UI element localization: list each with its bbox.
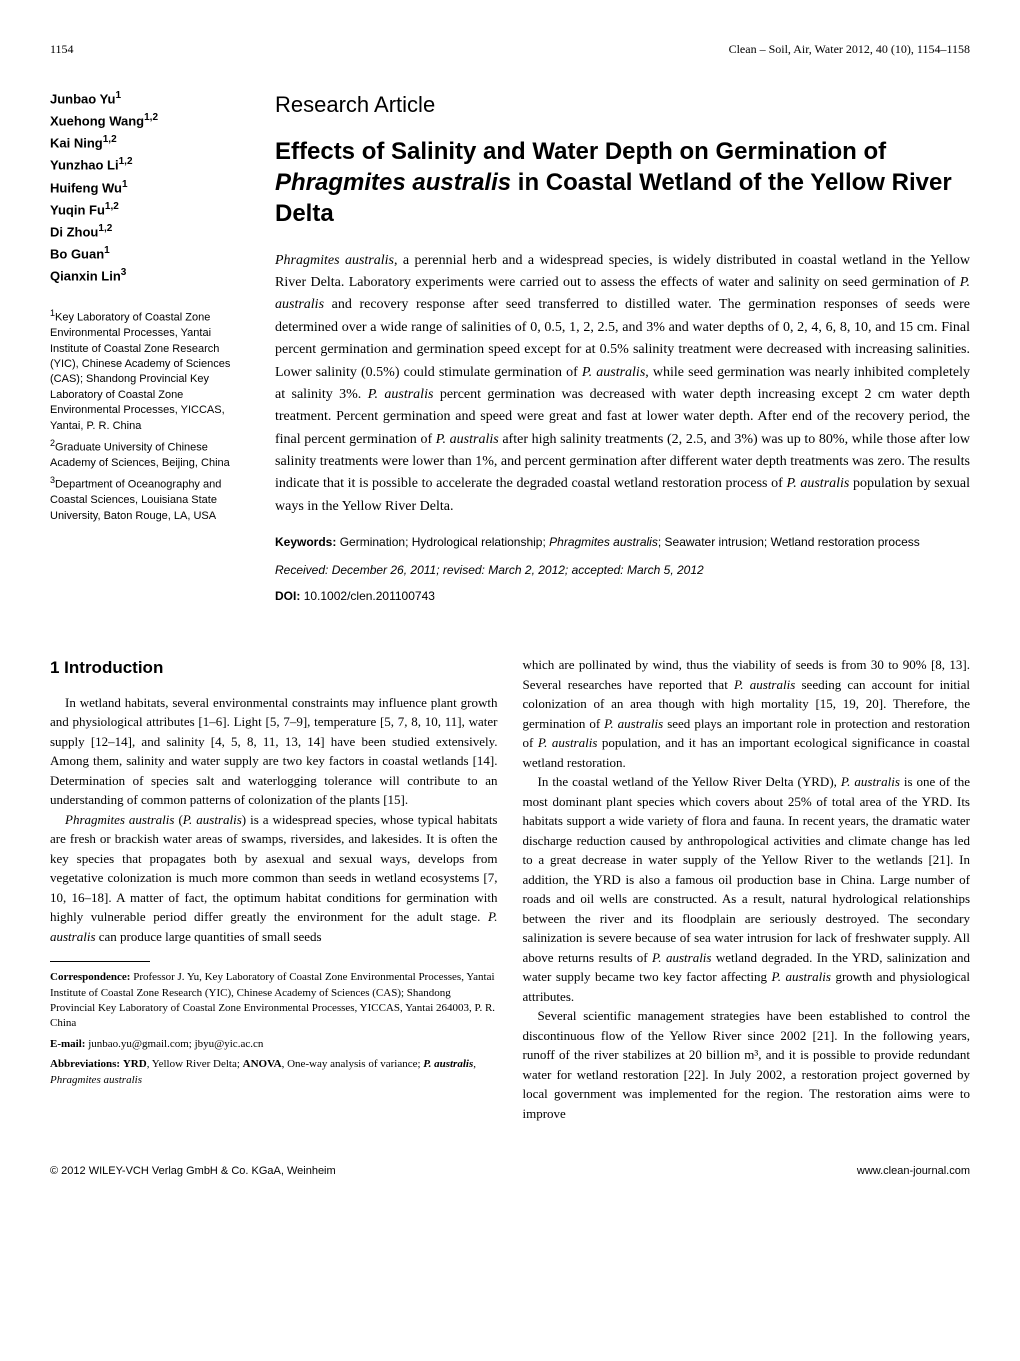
left-sidebar: Junbao Yu1Xuehong Wang1,2Kai Ning1,2Yunz…	[50, 88, 250, 635]
doi-label: DOI:	[275, 589, 300, 603]
doi-value: 10.1002/clen.201100743	[304, 589, 435, 603]
author: Bo Guan1	[50, 243, 250, 265]
body-paragraph: which are pollinated by wind, thus the v…	[523, 655, 971, 772]
email-text: junbao.yu@gmail.com; jbyu@yic.ac.cn	[88, 1038, 263, 1050]
body-paragraph: In wetland habitats, several environment…	[50, 693, 498, 810]
correspondence: Correspondence: Professor J. Yu, Key Lab…	[50, 970, 498, 1032]
page-footer: © 2012 WILEY-VCH Verlag GmbH & Co. KGaA,…	[50, 1163, 970, 1180]
doi: DOI: 10.1002/clen.201100743	[275, 587, 970, 605]
footnotes: Correspondence: Professor J. Yu, Key Lab…	[50, 970, 498, 1088]
affiliation: 1Key Laboratory of Coastal Zone Environm…	[50, 307, 250, 434]
body-paragraph: Several scientific management strategies…	[523, 1006, 971, 1123]
author: Kai Ning1,2	[50, 132, 250, 154]
body-paragraph: Phragmites australis (P. australis) is a…	[50, 810, 498, 947]
main-content: Junbao Yu1Xuehong Wang1,2Kai Ning1,2Yunz…	[50, 88, 970, 635]
author: Qianxin Lin3	[50, 265, 250, 287]
author: Yuqin Fu1,2	[50, 199, 250, 221]
abbreviations: Abbreviations: YRD, Yellow River Delta; …	[50, 1057, 498, 1088]
author: Xuehong Wang1,2	[50, 110, 250, 132]
footnote-separator	[50, 961, 150, 962]
article-type: Research Article	[275, 88, 970, 121]
affiliations: 1Key Laboratory of Coastal Zone Environm…	[50, 307, 250, 524]
dates: Received: December 26, 2011; revised: Ma…	[275, 561, 970, 579]
author-list: Junbao Yu1Xuehong Wang1,2Kai Ning1,2Yunz…	[50, 88, 250, 287]
keywords-label: Keywords:	[275, 535, 336, 549]
section-heading: 1 Introduction	[50, 655, 498, 681]
keywords: Keywords: Germination; Hydrological rela…	[275, 533, 970, 551]
body-text: 1 Introduction In wetland habitats, seve…	[50, 655, 970, 1123]
email: E-mail: junbao.yu@gmail.com; jbyu@yic.ac…	[50, 1037, 498, 1052]
body-right-column: which are pollinated by wind, thus the v…	[523, 655, 971, 1123]
author: Yunzhao Li1,2	[50, 154, 250, 176]
body-paragraph: In the coastal wetland of the Yellow Riv…	[523, 772, 971, 1006]
correspondence-label: Correspondence:	[50, 971, 130, 983]
footer-url: www.clean-journal.com	[857, 1163, 970, 1180]
body-left-column: 1 Introduction In wetland habitats, seve…	[50, 655, 498, 1123]
keywords-text: Germination; Hydrological relationship; …	[340, 535, 920, 549]
affiliation: 2Graduate University of Chinese Academy …	[50, 437, 250, 471]
author: Junbao Yu1	[50, 88, 250, 110]
copyright: © 2012 WILEY-VCH Verlag GmbH & Co. KGaA,…	[50, 1163, 336, 1180]
article-title: Effects of Salinity and Water Depth on G…	[275, 136, 970, 230]
page-header: 1154 Clean – Soil, Air, Water 2012, 40 (…	[50, 40, 970, 58]
author: Di Zhou1,2	[50, 221, 250, 243]
article-main: Research Article Effects of Salinity and…	[275, 88, 970, 635]
author: Huifeng Wu1	[50, 177, 250, 199]
journal-info: Clean – Soil, Air, Water 2012, 40 (10), …	[729, 40, 970, 58]
email-label: E-mail:	[50, 1038, 85, 1050]
abstract: Phragmites australis, a perennial herb a…	[275, 250, 970, 519]
page-number: 1154	[50, 40, 74, 58]
affiliation: 3Department of Oceanography and Coastal …	[50, 474, 250, 524]
